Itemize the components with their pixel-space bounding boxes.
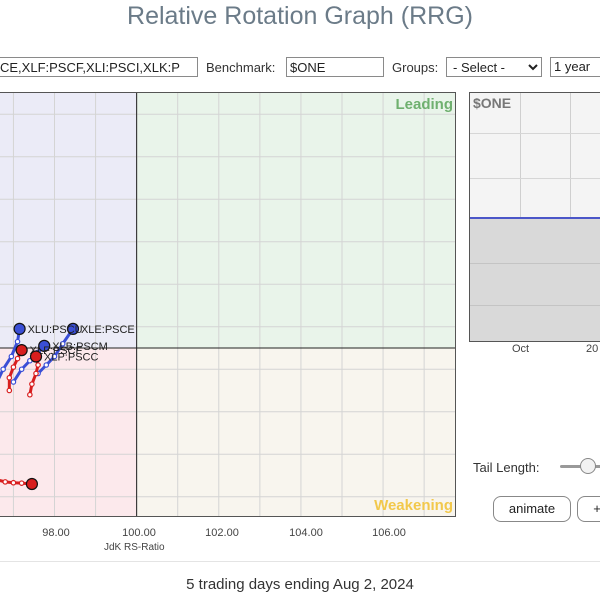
lagging-quadrant [0, 348, 137, 516]
benchmark-label: Benchmark: [206, 60, 276, 75]
leading-quadrant [136, 93, 455, 348]
x-tick-label: 100.00 [122, 527, 156, 539]
groups-select[interactable]: - Select - [446, 57, 542, 77]
series-tail-point [14, 338, 21, 345]
footer-text: 5 trading days ending Aug 2, 2024 [186, 576, 414, 593]
series-tail-point [29, 381, 35, 387]
series-head-point [13, 322, 26, 335]
benchmark-area [470, 218, 600, 341]
rrg-chart[interactable]: Leading Weakening XLE:PSCE XLU:PSCU XLB:PSCM… [0, 92, 456, 517]
x-axis-title: JdK RS-Ratio [104, 542, 165, 553]
series-head-point [25, 477, 39, 491]
series-head-point [29, 350, 43, 363]
series-label: XLB:PSCM [52, 341, 108, 353]
x-tick-label: 106.00 [372, 527, 406, 539]
tail-length-slider-thumb[interactable] [580, 458, 596, 474]
series-tail-point [33, 370, 39, 377]
tail-length-label: Tail Length: [473, 460, 540, 475]
range-select[interactable]: 1 year [550, 57, 600, 77]
weakening-label: Weakening [374, 497, 453, 514]
leading-label: Leading [395, 96, 453, 113]
benchmark-input[interactable] [286, 57, 384, 77]
benchmark-grid-line [470, 133, 600, 134]
toolbar: Benchmark: Groups: - Select - 1 year [0, 54, 600, 84]
x-tick-label: 102.00 [205, 527, 239, 539]
benchmark-title: $ONE [473, 95, 512, 111]
x-tick-label: 104.00 [289, 527, 323, 539]
series-tail-point [2, 479, 9, 485]
series-tail-point [35, 362, 41, 368]
benchmark-grid-line [470, 178, 600, 179]
series-head-point [38, 339, 51, 352]
series-tail-point [8, 353, 15, 360]
series-tail-point [6, 374, 13, 381]
benchmark-axis-label: 20 [586, 343, 599, 355]
series-head-point [66, 322, 80, 335]
benchmark-line [470, 217, 600, 219]
plus-button[interactable]: + [577, 496, 600, 522]
series-tail-point [18, 366, 25, 373]
series-head-point [15, 344, 28, 357]
series-tail-point [14, 355, 21, 362]
series-tail-point [6, 387, 13, 394]
series-tail-point [0, 366, 6, 373]
series-tail-point [27, 391, 33, 398]
page-title: Relative Rotation Graph (RRG) [127, 2, 473, 30]
series-tail-point [59, 340, 66, 347]
series-label: XLE:PSCE [81, 324, 135, 336]
x-tick-label: 98.00 [42, 527, 70, 539]
series-tail-point [43, 362, 50, 368]
series-label: XLU:PSCU [28, 324, 83, 336]
series-label: XLP:PSCC [44, 352, 98, 364]
symbols-input[interactable] [0, 57, 198, 77]
series-tail-point [10, 379, 17, 385]
benchmark-grid-line [470, 263, 600, 264]
series-tail-point [10, 364, 17, 370]
groups-label: Groups: [392, 60, 439, 75]
range-value: 1 year [554, 59, 591, 74]
series-tail-point [18, 480, 25, 486]
benchmark-grid-line [470, 305, 600, 306]
series-label: XLF:PSCF [30, 345, 83, 357]
improving-quadrant [0, 93, 137, 348]
benchmark-panel: $ONE [469, 92, 600, 342]
series-tail-point [10, 479, 17, 486]
weakening-quadrant [136, 348, 455, 516]
animate-button[interactable]: animate [493, 496, 571, 522]
benchmark-axis-label: Oct [512, 343, 530, 355]
series-tail-point [51, 353, 58, 360]
footer-divider [0, 561, 600, 562]
